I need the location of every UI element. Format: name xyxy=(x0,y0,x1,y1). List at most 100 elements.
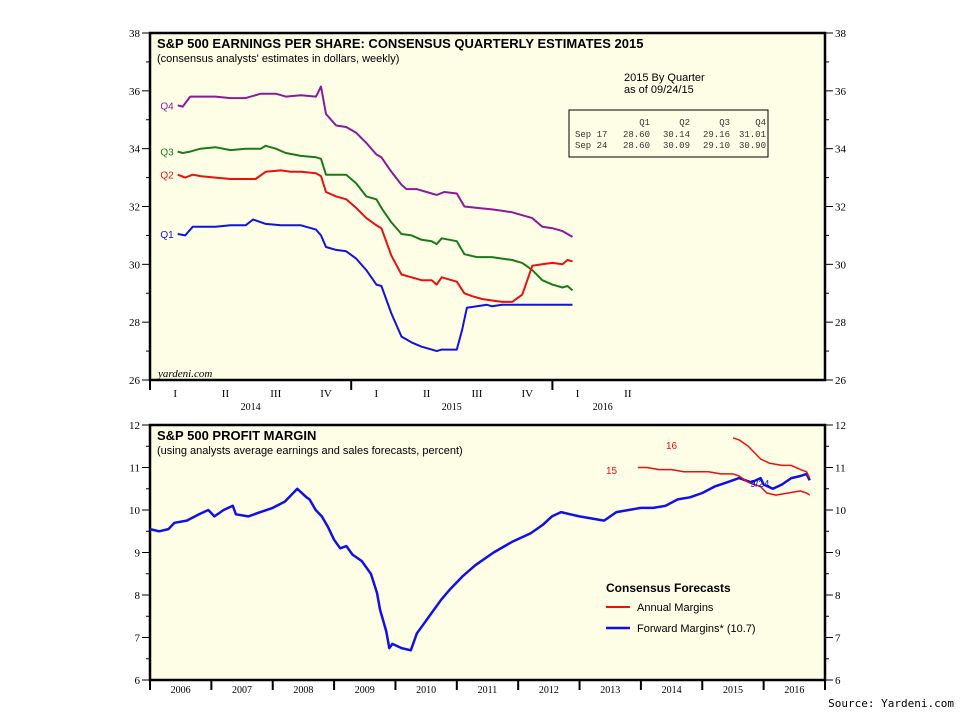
margin-x-tick-label: 2008 xyxy=(293,685,313,696)
margin-x-axis: 2006 2007 2008 2009 2010 2011 2012 2013 2014 2015… xyxy=(149,680,826,696)
eps-y-tick-label-left: 34 xyxy=(129,144,141,156)
eps-chart-title: S&P 500 EARNINGS PER SHARE: CONSENSUS QU… xyxy=(157,36,643,51)
margin-chart-subtitle: (using analysts average earnings and sal… xyxy=(157,445,463,457)
eps-x-quarter-label: III xyxy=(270,388,281,400)
annotation-15: 15 xyxy=(606,466,618,477)
margin-x-tick-label: 2006 xyxy=(171,685,191,696)
eps-y-tick-label-right: 34 xyxy=(835,144,847,156)
eps-x-year-label: 2014 xyxy=(241,402,261,413)
margin-y-tick-label-left: 8 xyxy=(135,590,141,602)
eps-estimates-table: Q1 Q2 Q3 Q4 Sep 17 28.60 30.14 29.16 31.01 Sep 24… xyxy=(568,109,769,158)
margin-y-tick-label-left: 6 xyxy=(135,675,141,687)
margin-y-tick-label-right: 12 xyxy=(835,420,846,432)
eps-chart-subtitle: (consensus analysts' estimates in dollar… xyxy=(157,53,399,65)
eps-series-line-q1 xyxy=(177,218,573,353)
eps-x-quarter-label: IV xyxy=(521,388,533,400)
margin-x-tick-label: 2016 xyxy=(784,685,804,696)
eps-y-tick-label-right: 26 xyxy=(835,375,847,387)
eps-table-cell: 31.01 xyxy=(739,130,766,140)
margin-series-line-annual-margins-15 xyxy=(637,466,811,496)
eps-table-row-label: Sep 24 xyxy=(575,141,607,151)
eps-table-cell: 28.60 xyxy=(623,141,650,151)
margin-chart: S&P 500 PROFIT MARGIN (using analysts av… xyxy=(129,420,847,696)
eps-table-cell: 28.60 xyxy=(623,130,650,140)
eps-series-label-q1: Q1 xyxy=(160,230,174,241)
eps-x-quarter-label: III xyxy=(471,388,482,400)
eps-y-tick-label-right: 36 xyxy=(835,86,847,98)
eps-y-tick-label-right: 32 xyxy=(835,202,846,214)
margin-y-tick-label-left: 10 xyxy=(129,505,141,517)
margin-x-tick-label: 2009 xyxy=(355,685,375,696)
margin-x-tick-label: 2015 xyxy=(723,685,743,696)
margin-plot-area xyxy=(148,423,827,682)
eps-x-quarter-label: I xyxy=(375,388,379,400)
eps-y-tick-label-left: 32 xyxy=(129,202,140,214)
eps-series-label-q4: Q4 xyxy=(160,101,174,112)
eps-table-row-label: Sep 17 xyxy=(575,130,607,140)
eps-y-tick-label-right: 28 xyxy=(835,317,847,329)
eps-x-quarter-label: II xyxy=(423,388,431,400)
margin-y-tick-label-left: 11 xyxy=(129,463,140,475)
legend-title: Consensus Forecasts xyxy=(606,581,731,595)
eps-chart: S&P 500 EARNINGS PER SHARE: CONSENSUS QU… xyxy=(129,28,847,413)
eps-series-line-q4 xyxy=(177,85,574,238)
margin-legend: Consensus Forecasts Annual Margins Forwa… xyxy=(606,581,756,635)
eps-table-header: Q3 xyxy=(719,118,730,128)
eps-y-tick-label-left: 28 xyxy=(129,317,141,329)
margin-y-tick-label-right: 11 xyxy=(835,463,846,475)
eps-table-cell: 29.10 xyxy=(703,141,730,151)
eps-y-tick-label-left: 26 xyxy=(129,375,141,387)
margin-y-tick-label-right: 8 xyxy=(835,590,841,602)
eps-series-label-q3: Q3 xyxy=(160,148,174,159)
eps-table-cell: 30.90 xyxy=(739,141,766,151)
margin-y-tick-label-right: 7 xyxy=(835,633,841,645)
margin-y-tick-label-right: 10 xyxy=(835,505,847,517)
eps-y-tick-label-right: 38 xyxy=(835,28,847,40)
annotation-9-24: 9/24 xyxy=(750,479,770,490)
annotation-16: 16 xyxy=(666,441,678,452)
eps-annotation-line2: as of 09/24/15 xyxy=(624,84,694,96)
margin-y-axis-right: 6 7 8 9 10 11 12 xyxy=(825,420,847,687)
margin-y-tick-label-right: 9 xyxy=(835,548,841,560)
eps-plot-area xyxy=(148,31,827,382)
margin-y-axis-left: 6 7 8 9 10 11 12 xyxy=(129,420,150,687)
eps-x-year-label: 2016 xyxy=(593,402,613,413)
eps-series: Q4 Q3 Q2 Q1 xyxy=(160,85,574,353)
eps-table-header: Q2 xyxy=(679,118,690,128)
margin-chart-title: S&P 500 PROFIT MARGIN xyxy=(157,428,316,443)
eps-x-quarter-label: I xyxy=(576,388,580,400)
eps-y-tick-label-right: 30 xyxy=(835,259,847,271)
eps-table-box xyxy=(568,109,769,158)
eps-x-quarter-label: II xyxy=(222,388,230,400)
eps-y-tick-label-left: 38 xyxy=(129,28,141,40)
eps-watermark: yardeni.com xyxy=(157,368,212,380)
margin-x-tick-label: 2012 xyxy=(539,685,559,696)
eps-x-quarter-label: IV xyxy=(320,388,332,400)
margin-y-tick-label-left: 12 xyxy=(129,420,140,432)
margin-series xyxy=(149,437,811,652)
margin-x-tick-label: 2011 xyxy=(478,685,498,696)
margin-series-line-forward-margins xyxy=(149,472,811,652)
eps-table-header: Q1 xyxy=(639,118,650,128)
legend-label-forward: Forward Margins* (10.7) xyxy=(637,623,756,635)
eps-y-tick-label-left: 30 xyxy=(129,259,141,271)
eps-table-cell: 29.16 xyxy=(703,130,730,140)
legend-label-annual: Annual Margins xyxy=(637,602,714,614)
margin-x-tick-label: 2010 xyxy=(416,685,436,696)
margin-y-tick-label-right: 6 xyxy=(835,675,841,687)
eps-annotation-line1: 2015 By Quarter xyxy=(624,72,705,84)
eps-series-line-q2 xyxy=(177,169,573,303)
margin-x-tick-label: 2014 xyxy=(662,685,682,696)
eps-series-label-q2: Q2 xyxy=(160,171,174,182)
margin-x-tick-label: 2007 xyxy=(232,685,252,696)
source-credit: Source: Yardeni.com xyxy=(828,697,954,710)
eps-y-axis-left: 26 28 30 32 34 36 38 xyxy=(129,28,150,387)
eps-x-year-label: 2015 xyxy=(442,402,462,413)
eps-table-cell: 30.14 xyxy=(663,130,690,140)
margin-x-tick-label: 2013 xyxy=(600,685,620,696)
eps-y-tick-label-left: 36 xyxy=(129,86,141,98)
eps-table-cell: 30.09 xyxy=(663,141,690,151)
margin-y-tick-label-left: 7 xyxy=(135,633,141,645)
eps-y-axis-right: 26 28 30 32 34 36 38 xyxy=(825,28,847,387)
